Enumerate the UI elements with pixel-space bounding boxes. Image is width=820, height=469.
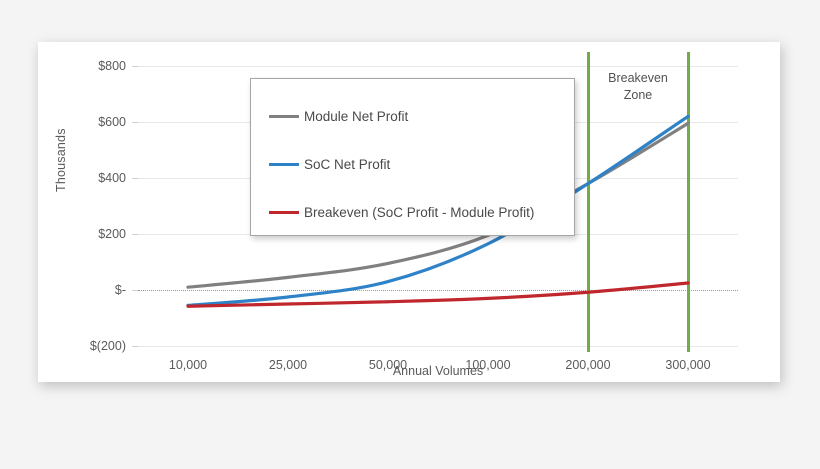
ytick-label-600: $600 bbox=[98, 115, 126, 129]
legend-item-breakeven: Breakeven (SoC Profit - Module Profit) bbox=[269, 205, 534, 220]
legend-swatch-module-icon bbox=[269, 115, 299, 118]
legend-item-module-net-profit: Module Net Profit bbox=[269, 109, 408, 124]
breakeven-zone-label-line1: Breakeven bbox=[608, 71, 668, 85]
zero-line bbox=[138, 290, 738, 291]
ytick-label-200: $200 bbox=[98, 227, 126, 241]
legend-item-soc-net-profit: SoC Net Profit bbox=[269, 157, 390, 172]
ytick-label-800: $800 bbox=[98, 59, 126, 73]
ytick-label-0: $- bbox=[114, 283, 126, 297]
xtick-label-25000: 25,000 bbox=[268, 358, 308, 372]
y-axis-title: Thousands bbox=[54, 128, 68, 192]
breakeven-zone-line-start bbox=[586, 52, 590, 352]
ytick-mark-600 bbox=[132, 122, 138, 123]
ytick-label-400: $400 bbox=[98, 171, 126, 185]
breakeven-zone-line-end bbox=[686, 52, 690, 352]
chart-legend: Module Net Profit SoC Net Profit Breakev… bbox=[250, 78, 575, 236]
x-axis-title: Annual Volumes bbox=[392, 364, 484, 378]
series-lines bbox=[186, 114, 690, 308]
xtick-label-300000: 300,000 bbox=[665, 358, 711, 372]
ytick-label-minus200: $(200) bbox=[89, 339, 126, 353]
ytick-mark-minus200 bbox=[132, 346, 138, 347]
xtick-label-50000: 50,000 bbox=[368, 358, 408, 372]
legend-label-soc: SoC Net Profit bbox=[304, 157, 391, 172]
breakeven-zone-label: Breakeven Zone bbox=[608, 70, 668, 104]
breakeven-zone-label-line2: Zone bbox=[623, 88, 653, 102]
legend-swatch-soc-icon bbox=[269, 163, 299, 166]
line-breakeven bbox=[186, 281, 690, 308]
legend-label-breakeven: Breakeven (SoC Profit - Module Profit) bbox=[304, 205, 535, 220]
ytick-mark-200 bbox=[132, 234, 138, 235]
line-soc-net-profit bbox=[186, 114, 690, 307]
ytick-mark-0 bbox=[132, 290, 138, 291]
chart-card: Thousands Annual Volumes $800 $600 $400 … bbox=[38, 42, 780, 382]
legend-swatch-breakeven-icon bbox=[269, 211, 299, 214]
plot-area: $800 $600 $400 $200 $- $(200) 10,000 25,… bbox=[90, 52, 738, 372]
gridline-800 bbox=[138, 66, 738, 67]
xtick-label-200000: 200,000 bbox=[565, 358, 611, 372]
xtick-label-100000: 100,000 bbox=[465, 358, 511, 372]
ytick-mark-400 bbox=[132, 178, 138, 179]
xtick-label-10000: 10,000 bbox=[168, 358, 208, 372]
ytick-mark-800 bbox=[132, 66, 138, 67]
legend-label-module: Module Net Profit bbox=[304, 109, 409, 124]
gridline-minus200 bbox=[138, 346, 738, 347]
